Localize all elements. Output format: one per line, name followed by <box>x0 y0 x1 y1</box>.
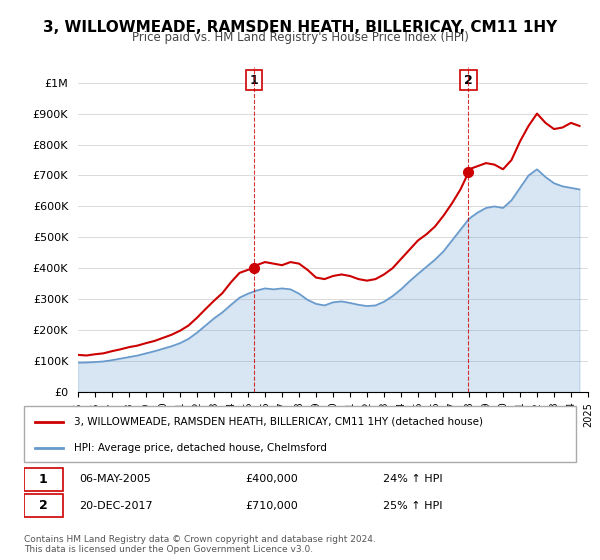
Text: 20-DEC-2017: 20-DEC-2017 <box>79 501 153 511</box>
Text: 1: 1 <box>39 473 47 486</box>
Text: 25% ↑ HPI: 25% ↑ HPI <box>383 501 442 511</box>
Text: Price paid vs. HM Land Registry's House Price Index (HPI): Price paid vs. HM Land Registry's House … <box>131 31 469 44</box>
Text: HPI: Average price, detached house, Chelmsford: HPI: Average price, detached house, Chel… <box>74 443 326 453</box>
Text: 1: 1 <box>250 74 259 87</box>
Text: 24% ↑ HPI: 24% ↑ HPI <box>383 474 442 484</box>
Text: £400,000: £400,000 <box>245 474 298 484</box>
Text: 06-MAY-2005: 06-MAY-2005 <box>79 474 151 484</box>
Text: 3, WILLOWMEADE, RAMSDEN HEATH, BILLERICAY, CM11 1HY: 3, WILLOWMEADE, RAMSDEN HEATH, BILLERICA… <box>43 20 557 35</box>
Text: Contains HM Land Registry data © Crown copyright and database right 2024.
This d: Contains HM Land Registry data © Crown c… <box>24 535 376 554</box>
Text: £710,000: £710,000 <box>245 501 298 511</box>
FancyBboxPatch shape <box>24 494 62 517</box>
FancyBboxPatch shape <box>24 406 576 462</box>
Text: 3, WILLOWMEADE, RAMSDEN HEATH, BILLERICAY, CM11 1HY (detached house): 3, WILLOWMEADE, RAMSDEN HEATH, BILLERICA… <box>74 417 482 427</box>
FancyBboxPatch shape <box>24 468 62 491</box>
Text: 2: 2 <box>39 499 47 512</box>
Text: 2: 2 <box>464 74 473 87</box>
